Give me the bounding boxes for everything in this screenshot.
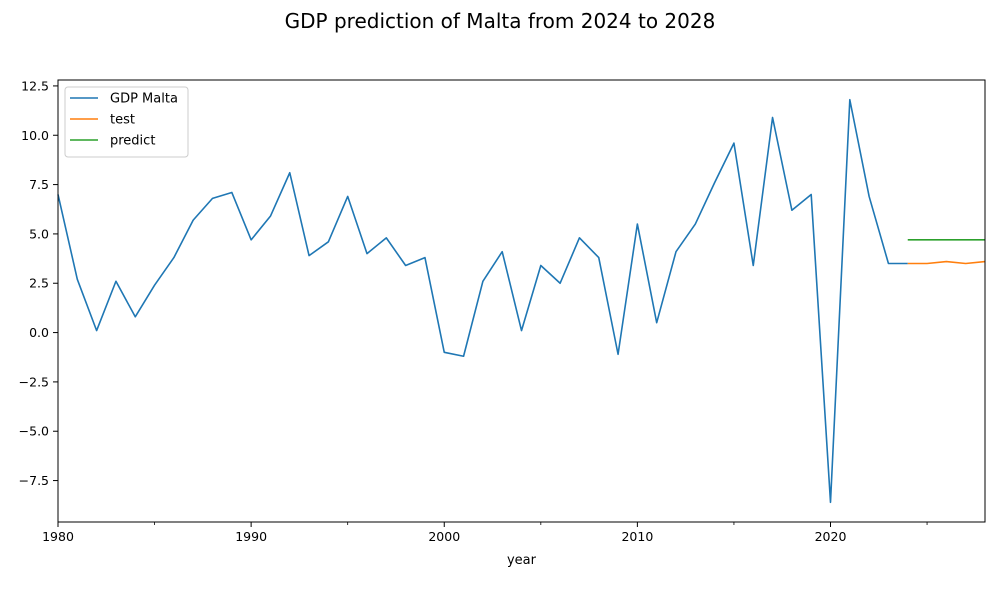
- plot-frame: [57, 79, 986, 523]
- legend-label: test: [110, 113, 135, 128]
- series-line-test: [907, 260, 986, 265]
- x-tick-label: 1980: [42, 529, 74, 544]
- y-tick-label: 5.0: [29, 226, 49, 241]
- y-tick-label: 2.5: [29, 276, 49, 291]
- series-line-gdp-malta: [57, 98, 908, 504]
- y-tick-label: 12.5: [21, 78, 49, 93]
- y-tick-label: 7.5: [29, 177, 49, 192]
- legend: GDP Malta test predict: [64, 86, 189, 158]
- y-tick-label: 10.0: [21, 128, 49, 143]
- y-tick-label: 0.0: [29, 325, 49, 340]
- plot-lines: [57, 98, 986, 504]
- x-axis-label: year: [507, 553, 537, 568]
- x-tick-label: 2000: [428, 529, 460, 544]
- chart-title: GDP prediction of Malta from 2024 to 202…: [285, 9, 716, 33]
- x-tick-label: 1990: [235, 529, 267, 544]
- y-axis: −7.5 −5.0 −2.5 0.0 2.5 5.0 7.5 10.0 12.5: [19, 78, 58, 488]
- y-tick-label: −7.5: [19, 473, 49, 488]
- legend-label: predict: [110, 134, 155, 149]
- x-axis: 1980 1990 2000 2010 2020: [42, 522, 928, 544]
- legend-label: GDP Malta: [110, 92, 178, 107]
- x-tick-label: 2020: [815, 529, 847, 544]
- y-tick-label: −2.5: [19, 374, 49, 389]
- y-tick-label: −5.0: [19, 424, 49, 439]
- x-tick-label: 2010: [621, 529, 653, 544]
